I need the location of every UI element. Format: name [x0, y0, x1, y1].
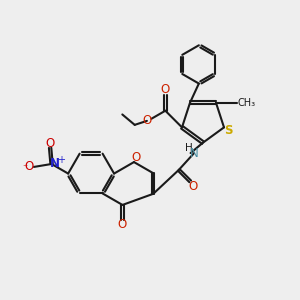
Text: O: O: [161, 83, 170, 96]
Text: +: +: [57, 155, 65, 166]
Text: H: H: [185, 143, 193, 153]
Text: S: S: [224, 124, 233, 137]
Text: O: O: [188, 180, 198, 193]
Text: N: N: [190, 146, 199, 160]
Text: ⁻: ⁻: [22, 164, 27, 173]
Text: O: O: [46, 136, 55, 150]
Text: N: N: [50, 158, 60, 170]
Text: CH₃: CH₃: [238, 98, 256, 108]
Text: O: O: [24, 160, 33, 173]
Text: O: O: [118, 218, 127, 232]
Text: O: O: [132, 151, 141, 164]
Text: O: O: [142, 114, 152, 128]
